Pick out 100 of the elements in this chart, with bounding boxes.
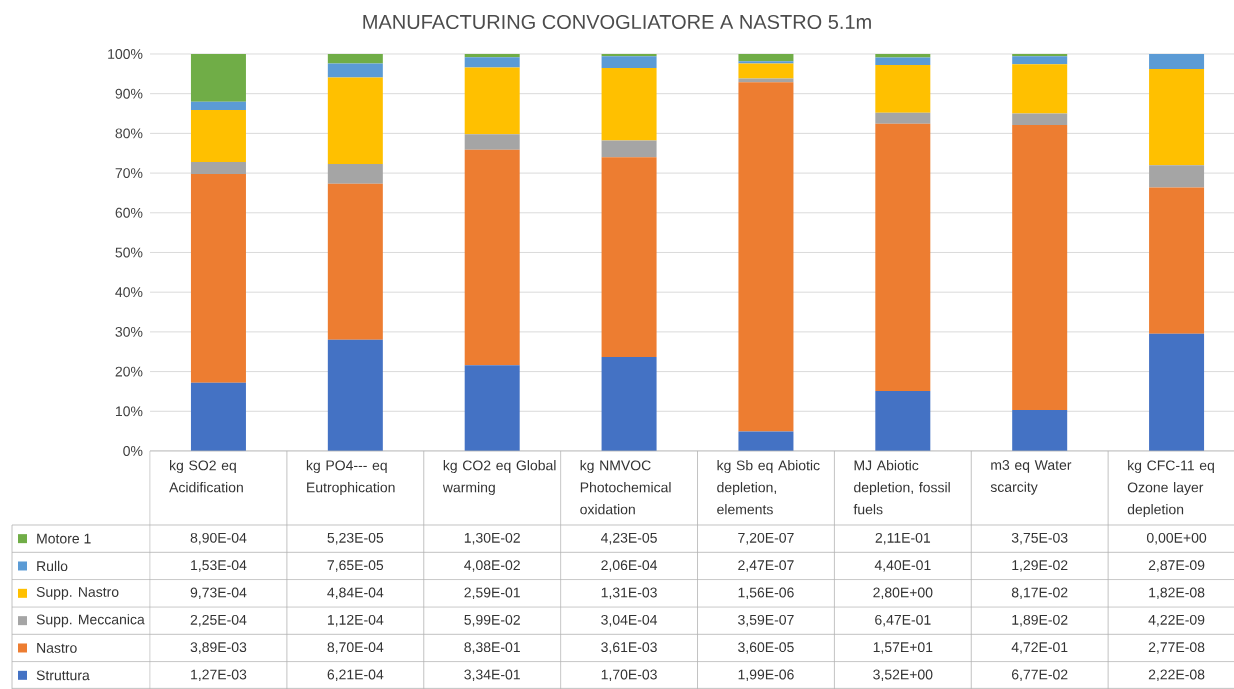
text: 9,73E-04 [190, 587, 247, 600]
text: 5,99E-02 [464, 614, 520, 627]
text: 6,47E-01 [875, 614, 931, 627]
bar [1149, 333, 1205, 451]
y-tick-label: 100% [108, 49, 143, 59]
x-tick-label: kg CFC-11 eq Ozone layer depletion [1127, 460, 1214, 518]
bar [875, 112, 931, 124]
bar [1012, 64, 1068, 114]
text: 4,23E-05 [600, 532, 657, 545]
text: 2,77E-08 [1148, 642, 1205, 654]
text: 1,53E-04 [191, 560, 247, 572]
text: 3,59E-07 [738, 614, 794, 627]
bar [738, 53, 794, 62]
text: 3,89E-03 [190, 642, 247, 654]
bar [190, 101, 246, 110]
bar [1149, 53, 1205, 70]
bar [1149, 187, 1205, 334]
legend-label: Motore 1 [37, 533, 91, 544]
bar [738, 63, 794, 79]
y-tick-label: 30% [115, 326, 143, 337]
bar [1149, 165, 1205, 188]
bar [1012, 56, 1068, 65]
text: 2,59E-01 [464, 587, 520, 600]
x-tick-label: m3 eq Water scarcity [990, 460, 1072, 495]
text: 4,08E-02 [464, 560, 520, 572]
y-tick-label: 70% [115, 168, 143, 179]
text: 1,12E-04 [327, 614, 384, 627]
y-tick-label: 50% [115, 247, 143, 258]
bar [464, 53, 520, 58]
text: 1,99E-06 [738, 669, 794, 682]
bar [601, 140, 657, 158]
text: 7,65E-05 [327, 560, 384, 572]
x-tick-label: kg CO2 eq Global warming [442, 460, 556, 496]
bar [327, 339, 383, 451]
text: 8,38E-01 [464, 642, 520, 654]
text: 1,82E-08 [1149, 587, 1205, 600]
chart-title: MANUFACTURING CONVOGLIATORE A NASTRO 5.1m [363, 14, 871, 30]
text: 3,60E-05 [738, 642, 794, 654]
bar [190, 109, 246, 162]
text: 6,21E-04 [327, 669, 384, 682]
text: 2,22E-08 [1148, 669, 1205, 682]
bar [601, 157, 657, 357]
text: 1,70E-03 [601, 669, 657, 682]
x-tick-label: kg PO4--- eq Eutrophication [306, 460, 395, 496]
text: 3,04E-04 [601, 614, 658, 627]
bar [1012, 113, 1068, 126]
y-tick-label: 20% [115, 366, 143, 377]
text: 4,22E-09 [1148, 614, 1205, 627]
x-tick-label: MJ Abiotic depletion, fossil fuels [853, 460, 950, 515]
text: 3,75E-03 [1011, 532, 1068, 545]
text: 2,11E-01 [875, 532, 931, 545]
bar [875, 53, 931, 58]
legend-label: Nastro [37, 643, 77, 653]
legend-label: Supp. Meccanica [36, 614, 145, 628]
text: 2,47E-07 [738, 560, 794, 572]
text: 2,25E-04 [190, 614, 247, 627]
bar [327, 77, 383, 164]
bar [190, 173, 246, 383]
text: 4,72E-01 [1011, 642, 1068, 654]
text: 8,70E-04 [327, 642, 384, 654]
bar [875, 57, 931, 66]
text: 8,17E-02 [1011, 587, 1068, 600]
text: 8,90E-04 [190, 532, 247, 545]
bar [464, 365, 520, 451]
y-tick-label: 0% [123, 446, 143, 456]
text: 2,87E-09 [1148, 560, 1205, 572]
bar [464, 149, 520, 366]
y-tick-label: 40% [115, 287, 143, 298]
bar [875, 391, 931, 451]
bar [875, 123, 931, 392]
bar [464, 57, 520, 68]
y-tick-label: 60% [115, 207, 143, 218]
text: 4,84E-04 [327, 587, 384, 600]
y-tick-label: 80% [115, 128, 143, 139]
text: 2,80E+00 [873, 587, 933, 600]
bar [327, 53, 383, 64]
legend-label: Struttura [36, 670, 90, 681]
bar [190, 161, 246, 174]
text: 5,23E-05 [327, 532, 384, 545]
text: 2,06E-04 [601, 560, 658, 572]
text: 4,40E-01 [874, 560, 931, 572]
x-tick-label: kg Sb eq Abiotic depletion, elements [717, 460, 820, 515]
x-tick-label: kg NMVOC Photochemical oxidation [580, 460, 671, 515]
text: 1,89E-02 [1012, 614, 1068, 627]
text: 1,57E+01 [873, 642, 933, 654]
bar [190, 382, 246, 451]
bar [875, 65, 931, 113]
text: 3,52E+00 [873, 669, 933, 682]
bar [327, 183, 383, 340]
legend-label: Supp. Nastro [36, 587, 119, 600]
text: 1,30E-02 [464, 532, 520, 545]
bar [1012, 125, 1068, 411]
bar [327, 63, 383, 78]
text: 6,77E-02 [1012, 669, 1068, 682]
text: 7,20E-07 [738, 532, 794, 545]
text: 1,31E-03 [601, 587, 657, 600]
bar [190, 53, 246, 102]
bar [327, 163, 383, 184]
x-tick-label: kg SO2 eq Acidification [169, 460, 243, 493]
bar [738, 82, 794, 432]
